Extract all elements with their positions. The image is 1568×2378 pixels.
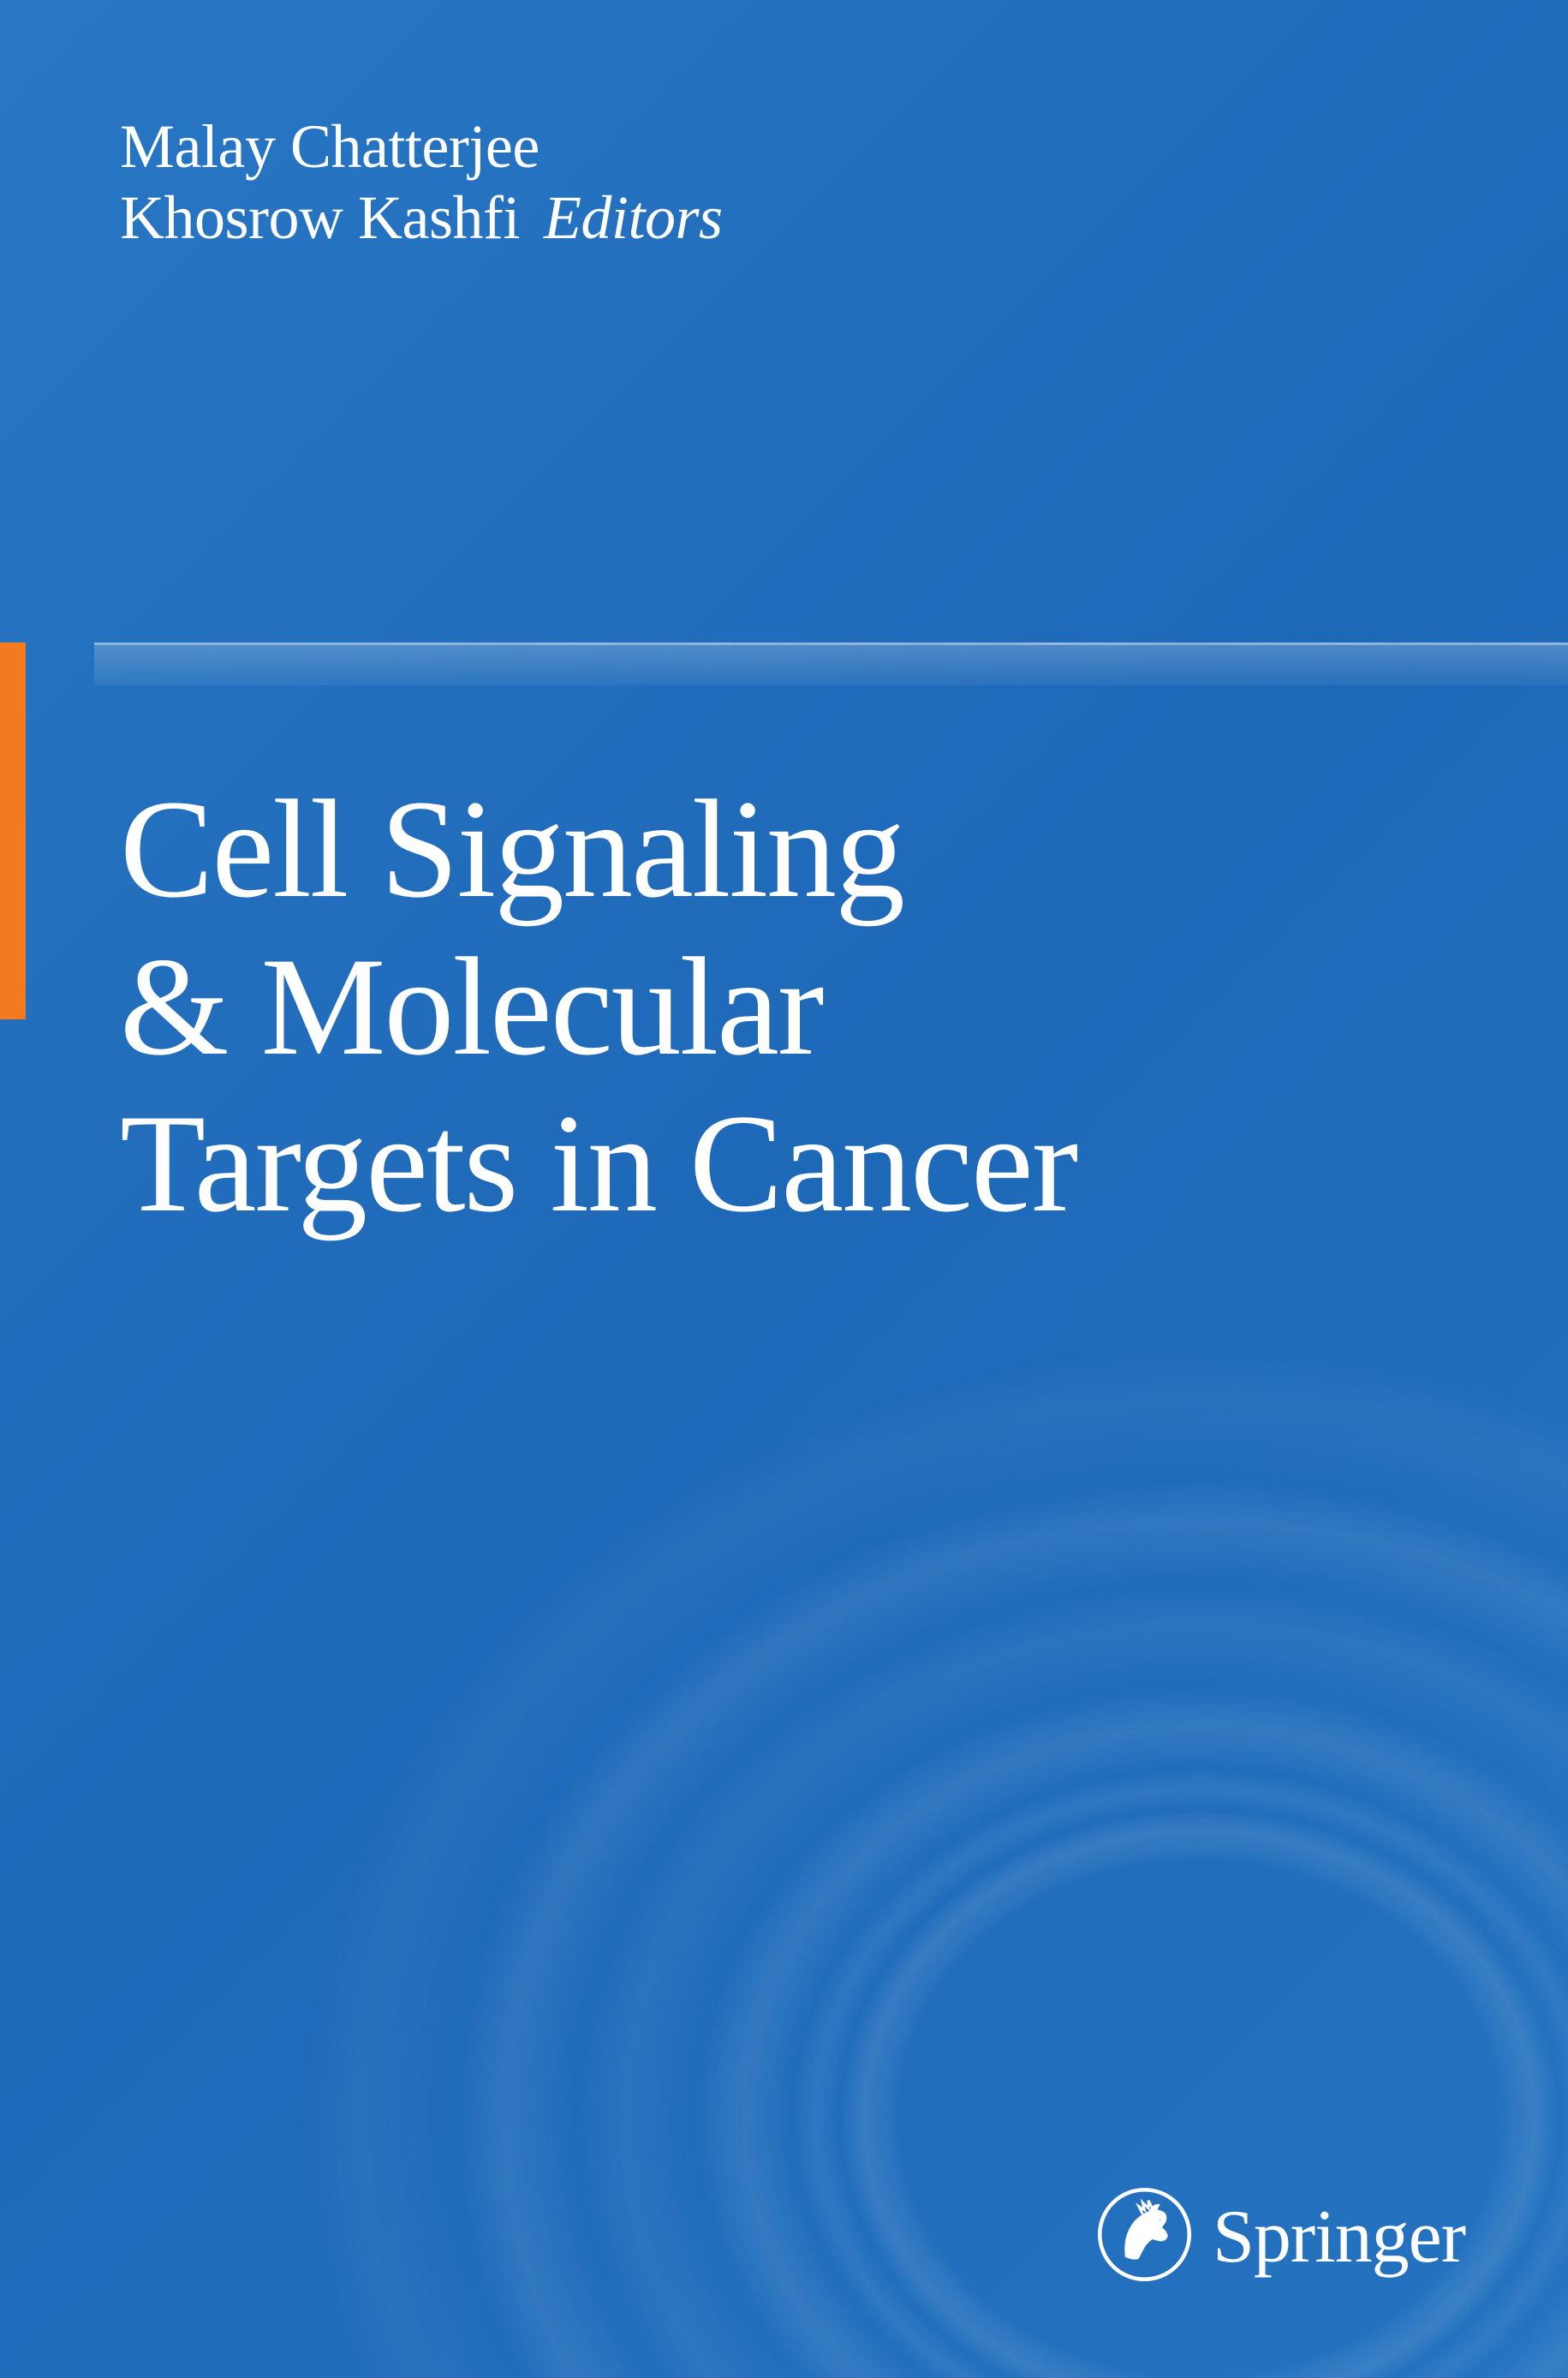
accent-orange-tab xyxy=(0,642,26,1019)
editor-line-2: Khosrow Kashfi Editors xyxy=(120,182,722,254)
title-line-2: & Molecular xyxy=(120,929,1076,1086)
publisher-block: Springer xyxy=(1095,2181,1465,2292)
title-line-3: Targets in Cancer xyxy=(120,1085,1076,1243)
editor-name-1: Malay Chatterjee xyxy=(120,111,722,182)
editors-role-label: Editors xyxy=(544,183,723,252)
editor-name-2: Khosrow Kashfi xyxy=(120,183,520,252)
book-title: Cell Signaling & Molecular Targets in Ca… xyxy=(120,771,1076,1243)
publisher-name: Springer xyxy=(1213,2194,1465,2280)
title-line-1: Cell Signaling xyxy=(120,771,1076,929)
swirl-highlight-stripe xyxy=(94,642,1568,685)
springer-horse-icon xyxy=(1095,2181,1194,2292)
editors-block: Malay Chatterjee Khosrow Kashfi Editors xyxy=(120,111,722,254)
